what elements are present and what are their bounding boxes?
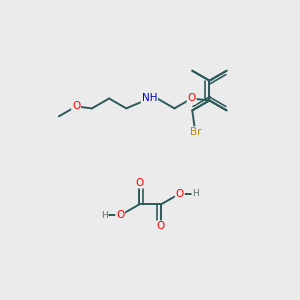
Text: NH: NH — [142, 94, 157, 103]
Text: O: O — [72, 101, 80, 111]
Text: O: O — [176, 189, 184, 199]
Text: O: O — [135, 178, 143, 188]
Text: Br: Br — [190, 127, 201, 137]
Text: H: H — [192, 189, 199, 198]
Text: O: O — [188, 94, 196, 103]
Text: H: H — [101, 211, 108, 220]
Text: O: O — [157, 221, 165, 231]
Text: O: O — [116, 210, 124, 220]
